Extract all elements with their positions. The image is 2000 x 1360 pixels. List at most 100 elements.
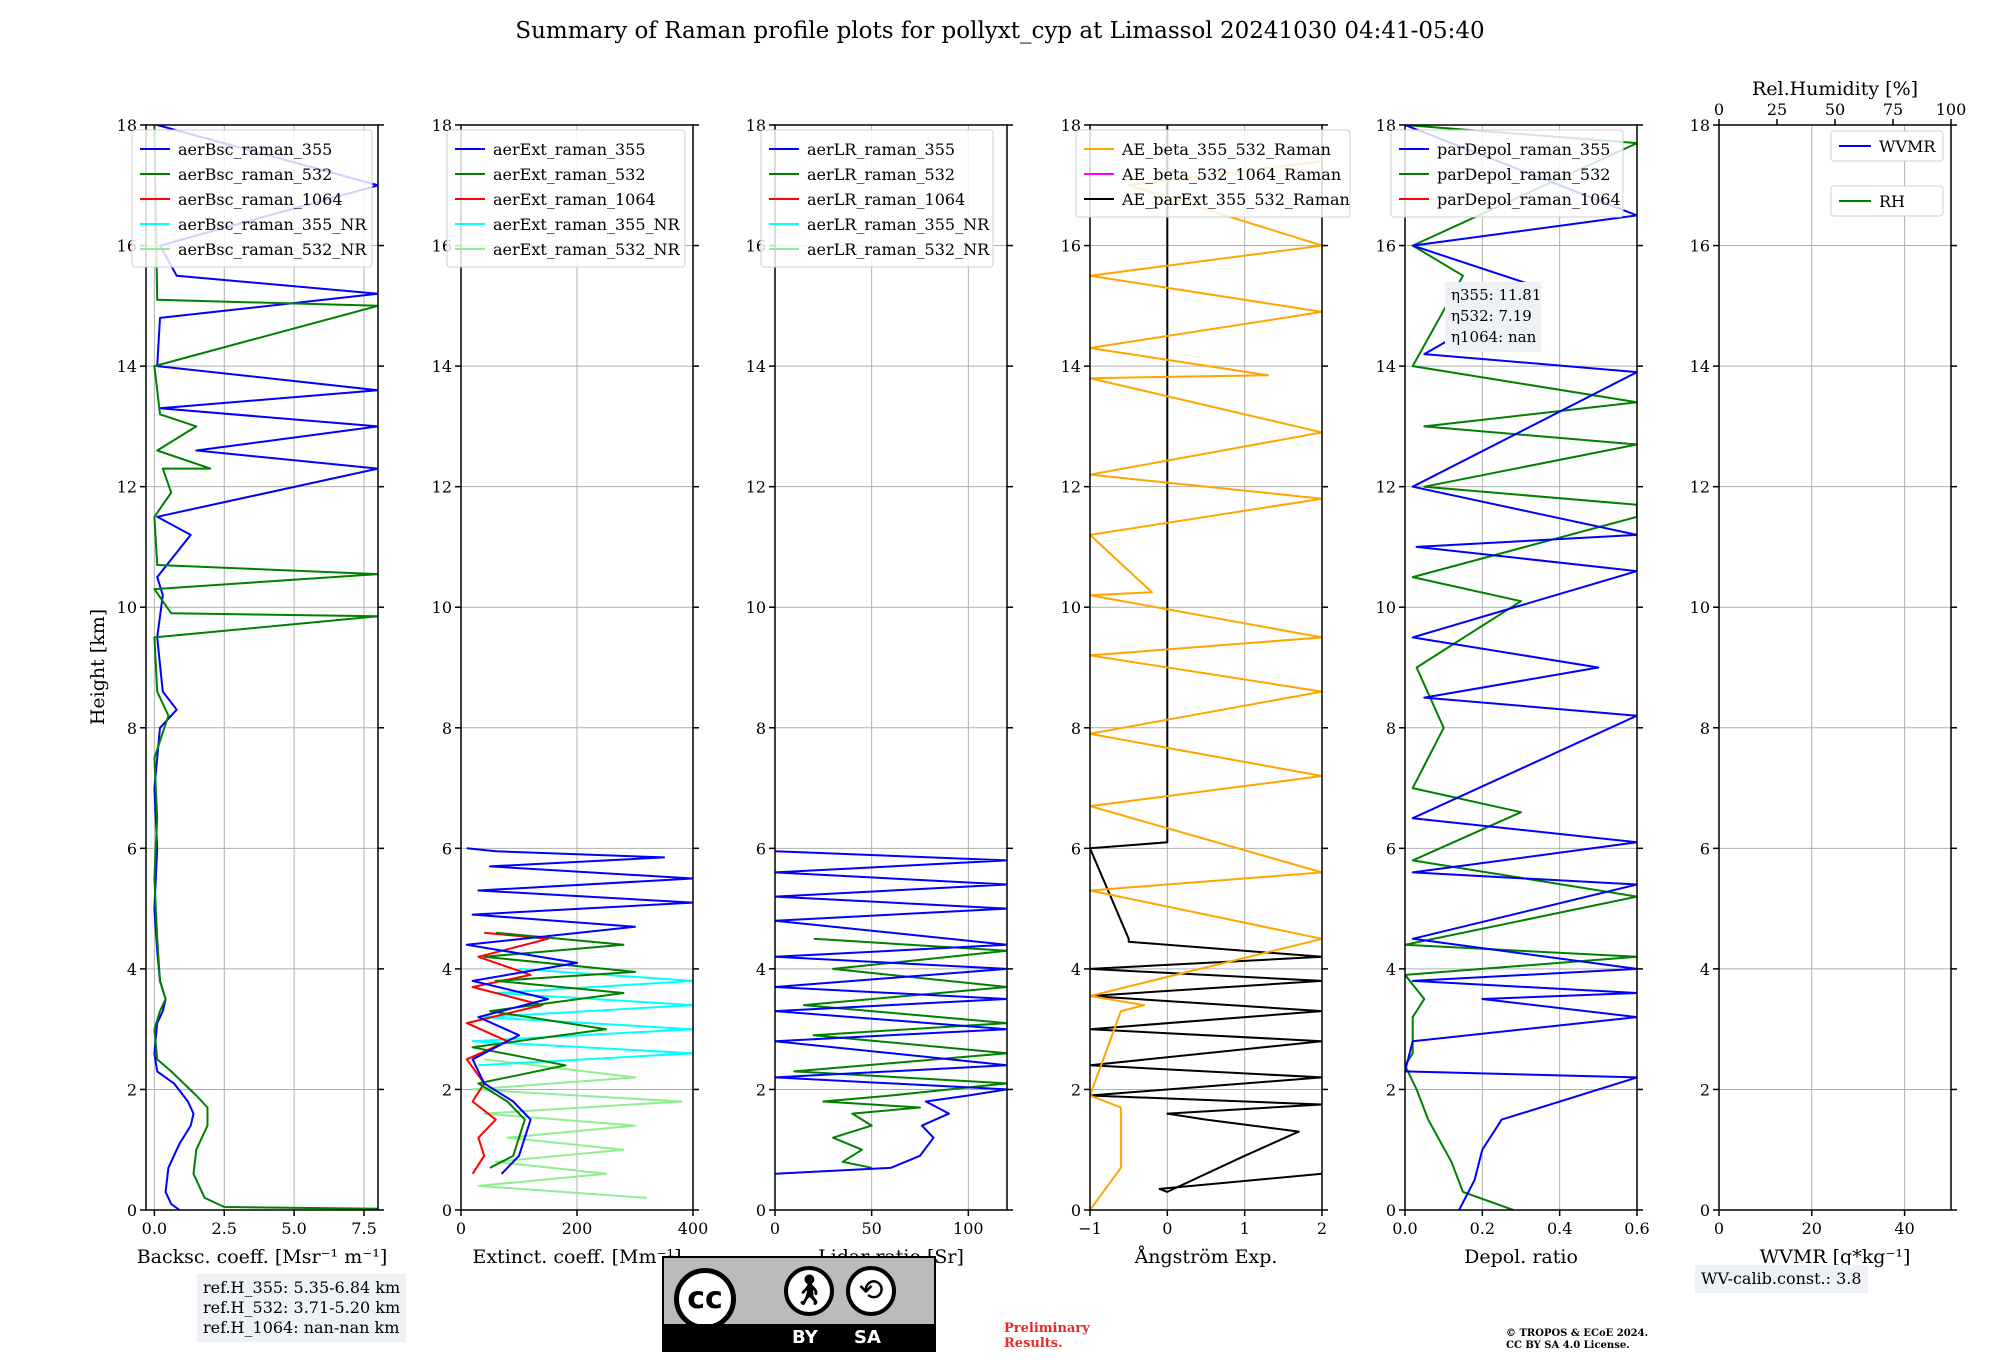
- y-tick-label: 16: [1376, 237, 1396, 256]
- legend-box: [446, 129, 686, 268]
- x-tick-label: 2: [1317, 1219, 1327, 1238]
- series-line-aerExt_raman_355: [465, 847, 693, 1175]
- y-tick-label: 0: [1700, 1201, 1710, 1220]
- y-tick-label: 12: [1061, 478, 1081, 497]
- wv-calibration-box: WV-calib.const.: 3.8: [1695, 1265, 1868, 1293]
- legend-label: aerBsc_raman_1064: [178, 190, 343, 209]
- y-tick-label: 0: [756, 1201, 766, 1220]
- annotation-box: [1445, 282, 1541, 352]
- x-tick-label: 5.0: [281, 1219, 306, 1238]
- y-tick-label: 6: [127, 839, 137, 858]
- y-tick-label: 8: [1700, 719, 1710, 738]
- axes-frame: [1718, 124, 1952, 1211]
- y-tick-label: 8: [756, 719, 766, 738]
- cc-license-badge: cc 🚶︎ ⟲ BY SA: [662, 1256, 936, 1352]
- legend-label: aerLR_raman_532_NR: [807, 240, 990, 259]
- y-tick-label: 2: [442, 1080, 452, 1099]
- y-tick-label: 18: [432, 116, 452, 135]
- x-tick-label: 50: [861, 1219, 881, 1238]
- x-axis-label: WVMR [g*kg⁻¹]: [1760, 1246, 1911, 1268]
- axes-frame: [1089, 124, 1323, 1211]
- legend-label: aerBsc_raman_355: [178, 140, 332, 159]
- x-axis-label: Extinct. coeff. [Mm⁻¹]: [472, 1246, 681, 1268]
- series-line-aerExt_raman_532: [471, 931, 636, 1169]
- x-tick-label: 0.4: [1547, 1219, 1572, 1238]
- x-tick-label: 2.5: [212, 1219, 237, 1238]
- legend: parDepol_raman_355 parDepol_raman_532 parD…: [1390, 129, 1624, 218]
- x-tick-label: 0.0: [1392, 1219, 1417, 1238]
- axes-frame: [145, 124, 379, 1211]
- top-x-tick-label: 100: [1936, 100, 1967, 119]
- x-axis-label: Backsc. coeff. [Msr⁻¹ m⁻¹]: [137, 1246, 388, 1268]
- y-tick-label: 12: [746, 478, 766, 497]
- x-tick-label: 0.2: [1470, 1219, 1495, 1238]
- x-tick-label: 200: [562, 1219, 593, 1238]
- person-icon: 🚶︎: [784, 1266, 834, 1316]
- legend-label: parDepol_raman_1064: [1437, 190, 1621, 209]
- series-group: [1405, 125, 1637, 1210]
- y-tick-label: 18: [1376, 116, 1396, 135]
- y-tick-label: 10: [117, 598, 137, 617]
- x-tick-label: 0: [1714, 1219, 1724, 1238]
- y-tick-label: 4: [756, 960, 766, 979]
- legend-label: aerLR_raman_1064: [807, 190, 965, 209]
- y-tick-label: 6: [442, 839, 452, 858]
- y-tick-label: 0: [127, 1201, 137, 1220]
- preliminary-note: Preliminary Results.: [1004, 1321, 1090, 1351]
- y-tick-label: 18: [117, 116, 137, 135]
- y-tick-label: 6: [1700, 839, 1710, 858]
- series-line-parDepol_raman_532: [1405, 125, 1637, 1210]
- x-axis-label: Depol. ratio: [1464, 1246, 1578, 1268]
- reference-height-box: ref.H_355: 5.35-6.84 km ref.H_532: 3.71-…: [197, 1274, 407, 1342]
- series-line-aerExt_raman_532_NR: [471, 1058, 683, 1199]
- y-tick-label: 14: [1061, 357, 1081, 376]
- legend-label: AE_beta_355_532_Raman: [1121, 140, 1331, 159]
- legend-label: aerLR_raman_532: [807, 165, 955, 184]
- y-tick-label: 18: [1061, 116, 1081, 135]
- top-x-tick-label: 50: [1825, 100, 1845, 119]
- legend-label: aerBsc_raman_532_NR: [178, 240, 367, 259]
- x-tick-label: 40: [1894, 1219, 1914, 1238]
- y-tick-label: 10: [1061, 598, 1081, 617]
- y-tick-label: 14: [1690, 357, 1710, 376]
- series-group: [1090, 125, 1322, 1210]
- y-tick-label: 12: [1376, 478, 1396, 497]
- top-x-tick-label: 25: [1767, 100, 1787, 119]
- legend: WVMR RH: [1830, 130, 1944, 217]
- series-line-aerLR_raman_532: [793, 937, 1007, 1169]
- series-group: [775, 850, 1007, 1175]
- top-x-tick-label: 0: [1714, 100, 1724, 119]
- share-alike-icon: ⟲: [846, 1266, 896, 1316]
- legend-label: aerBsc_raman_532: [178, 165, 332, 184]
- y-tick-label: 8: [127, 719, 137, 738]
- panel-lr: 024681012141618050100Lidar ratio [Sr]aer…: [746, 116, 1013, 1268]
- axes-frame: [774, 124, 1008, 1211]
- series-line-aerBsc_raman_355: [153, 125, 378, 1210]
- legend: AE_beta_355_532_Raman AE_beta_532_1064_Ra…: [1075, 129, 1351, 218]
- x-tick-label: 0.6: [1624, 1219, 1649, 1238]
- series-line-AE_beta_355_532_Raman: [1090, 160, 1322, 1210]
- x-tick-label: 7.5: [351, 1219, 376, 1238]
- y-tick-label: 8: [1071, 719, 1081, 738]
- legend-box: [760, 129, 994, 268]
- y-tick-label: 2: [1700, 1080, 1710, 1099]
- annotation-line: η1064: nan: [1451, 328, 1537, 346]
- legend-label: aerExt_raman_532_NR: [493, 240, 681, 259]
- y-tick-label: 14: [1376, 357, 1396, 376]
- x-tick-label: 0.0: [142, 1219, 167, 1238]
- x-tick-label: 400: [678, 1219, 709, 1238]
- y-tick-label: 4: [1071, 960, 1081, 979]
- legend-box: [1830, 130, 1944, 162]
- eta-annotation: η355: 11.81 η532: 7.19 η1064: nan: [1445, 282, 1541, 352]
- legend-box: [1390, 129, 1624, 218]
- legend-label: aerBsc_raman_355_NR: [178, 215, 367, 234]
- legend: aerExt_raman_355 aerExt_raman_532 aerExt_r…: [446, 129, 686, 268]
- y-tick-label: 12: [432, 478, 452, 497]
- legend-label: aerLR_raman_355: [807, 140, 955, 159]
- y-tick-label: 12: [117, 478, 137, 497]
- y-tick-label: 10: [1690, 598, 1710, 617]
- y-tick-label: 16: [1061, 237, 1081, 256]
